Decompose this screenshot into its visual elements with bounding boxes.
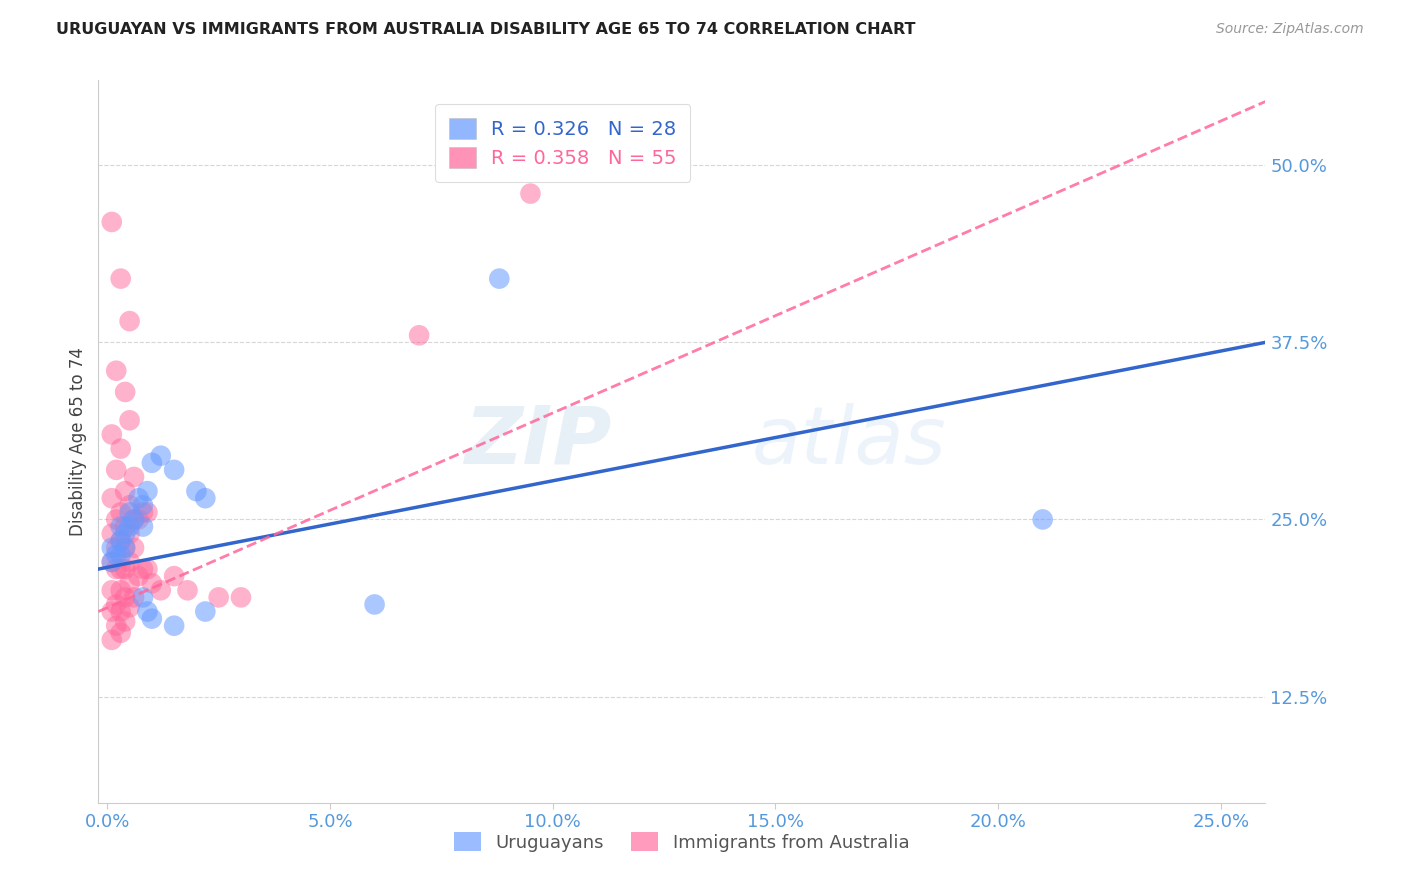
Point	[229, 591, 252, 605]
Text: Source: ZipAtlas.com: Source: ZipAtlas.com	[1216, 22, 1364, 37]
Point	[110, 625, 132, 640]
Point	[105, 463, 128, 477]
Point	[114, 384, 136, 399]
Point	[110, 271, 132, 285]
Point	[101, 526, 124, 541]
Point	[118, 600, 141, 615]
Legend: Uruguayans, Immigrants from Australia: Uruguayans, Immigrants from Australia	[447, 825, 917, 859]
Point	[118, 413, 141, 427]
Point	[408, 328, 430, 343]
Point	[110, 548, 132, 562]
Point	[114, 562, 136, 576]
Point	[136, 505, 159, 519]
Point	[110, 605, 132, 619]
Point	[114, 526, 136, 541]
Point	[149, 583, 172, 598]
Point	[149, 449, 172, 463]
Point	[114, 615, 136, 629]
Point	[105, 364, 128, 378]
Point	[128, 569, 150, 583]
Point	[110, 562, 132, 576]
Point	[488, 271, 510, 285]
Point	[1032, 512, 1054, 526]
Point	[110, 583, 132, 598]
Point	[118, 526, 141, 541]
Point	[101, 583, 124, 598]
Point	[101, 215, 124, 229]
Text: URUGUAYAN VS IMMIGRANTS FROM AUSTRALIA DISABILITY AGE 65 TO 74 CORRELATION CHART: URUGUAYAN VS IMMIGRANTS FROM AUSTRALIA D…	[56, 22, 915, 37]
Point	[118, 505, 141, 519]
Point	[132, 505, 155, 519]
Point	[118, 314, 141, 328]
Point	[101, 427, 124, 442]
Point	[128, 512, 150, 526]
Point	[136, 562, 159, 576]
Point	[105, 512, 128, 526]
Point	[176, 583, 198, 598]
Point	[105, 598, 128, 612]
Point	[118, 519, 141, 533]
Text: atlas: atlas	[752, 402, 946, 481]
Point	[114, 519, 136, 533]
Point	[363, 598, 385, 612]
Point	[132, 498, 155, 512]
Point	[101, 491, 124, 506]
Point	[122, 541, 145, 555]
Point	[186, 484, 208, 499]
Point	[110, 505, 132, 519]
Point	[118, 498, 141, 512]
Point	[101, 555, 124, 569]
Point	[122, 512, 145, 526]
Point	[110, 442, 132, 456]
Point	[110, 519, 132, 533]
Point	[194, 491, 217, 506]
Point	[132, 562, 155, 576]
Point	[105, 541, 128, 555]
Point	[122, 512, 145, 526]
Point	[163, 618, 186, 632]
Point	[105, 548, 128, 562]
Point	[208, 591, 231, 605]
Point	[101, 541, 124, 555]
Point	[132, 519, 155, 533]
Point	[194, 605, 217, 619]
Point	[110, 533, 132, 548]
Point	[128, 491, 150, 506]
Text: ZIP: ZIP	[464, 402, 612, 481]
Point	[122, 591, 145, 605]
Point	[118, 555, 141, 569]
Point	[136, 484, 159, 499]
Point	[141, 456, 163, 470]
Point	[163, 463, 186, 477]
Point	[110, 533, 132, 548]
Point	[105, 618, 128, 632]
Point	[101, 555, 124, 569]
Point	[132, 591, 155, 605]
Point	[114, 541, 136, 555]
Point	[141, 576, 163, 591]
Y-axis label: Disability Age 65 to 74: Disability Age 65 to 74	[69, 347, 87, 536]
Point	[101, 632, 124, 647]
Point	[122, 470, 145, 484]
Point	[163, 569, 186, 583]
Point	[136, 605, 159, 619]
Point	[114, 541, 136, 555]
Point	[105, 562, 128, 576]
Point	[114, 484, 136, 499]
Point	[519, 186, 541, 201]
Point	[101, 605, 124, 619]
Point	[141, 612, 163, 626]
Point	[118, 576, 141, 591]
Point	[114, 591, 136, 605]
